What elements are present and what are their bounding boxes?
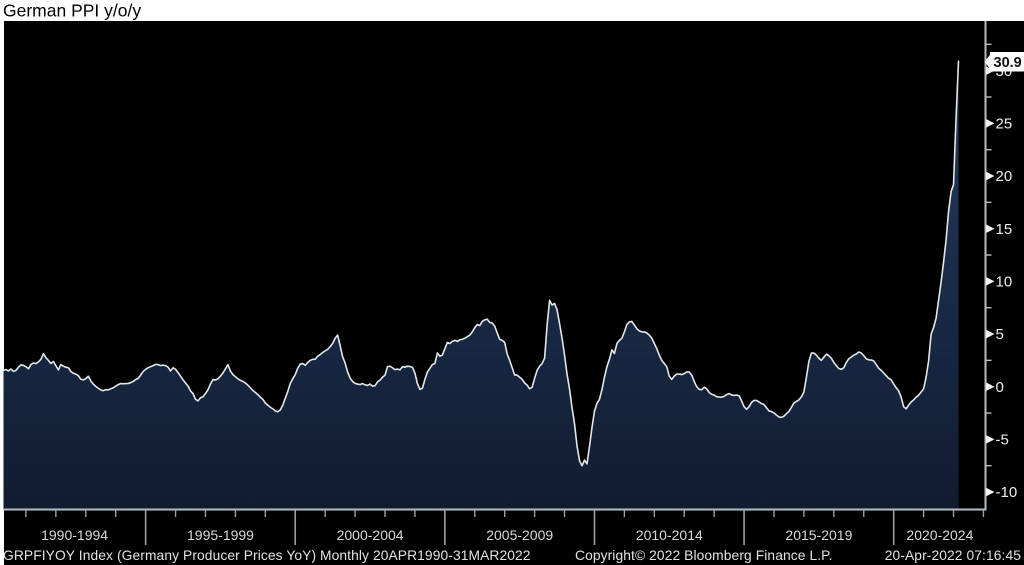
svg-text:15: 15 bbox=[996, 221, 1013, 238]
svg-text:5: 5 bbox=[996, 326, 1004, 343]
svg-text:2015-2019: 2015-2019 bbox=[785, 527, 852, 543]
svg-text:GRPFIYOY Index (Germany Produc: GRPFIYOY Index (Germany Producer Prices … bbox=[3, 548, 316, 563]
svg-text:10: 10 bbox=[996, 274, 1013, 291]
svg-text:1995-1999: 1995-1999 bbox=[187, 527, 254, 543]
svg-text:-10: -10 bbox=[996, 484, 1018, 501]
svg-text:1990-1994: 1990-1994 bbox=[41, 527, 108, 543]
svg-text:2000-2004: 2000-2004 bbox=[337, 527, 404, 543]
svg-text:German PPI y/o/y: German PPI y/o/y bbox=[3, 1, 141, 21]
svg-text:2005-2009: 2005-2009 bbox=[486, 527, 553, 543]
svg-text:Copyright© 2022 Bloomberg Fina: Copyright© 2022 Bloomberg Finance L.P. bbox=[575, 548, 833, 563]
svg-text:-5: -5 bbox=[996, 432, 1009, 449]
svg-text:20: 20 bbox=[996, 168, 1013, 185]
svg-text:2020-2024: 2020-2024 bbox=[906, 527, 973, 543]
svg-text:2010-2014: 2010-2014 bbox=[636, 527, 703, 543]
svg-text:30.9: 30.9 bbox=[994, 55, 1022, 71]
svg-text:20-Apr-2022 07:16:45: 20-Apr-2022 07:16:45 bbox=[885, 548, 1021, 563]
svg-text:0: 0 bbox=[996, 379, 1004, 396]
svg-text:Monthly 20APR1990-31MAR2022: Monthly 20APR1990-31MAR2022 bbox=[320, 548, 531, 563]
svg-text:25: 25 bbox=[996, 116, 1013, 133]
